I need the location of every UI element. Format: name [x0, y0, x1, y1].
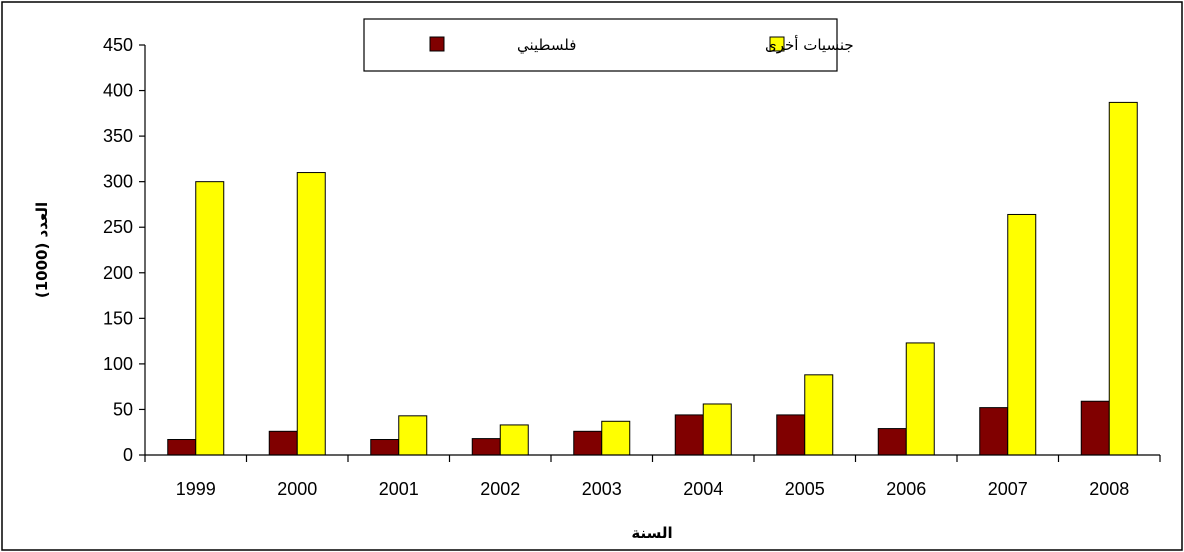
x-axis-title: السنة: [631, 524, 672, 542]
bars-layer: [167, 101, 1138, 456]
y-tick-label-300: 300: [103, 172, 133, 192]
bar-other-2002: [499, 424, 529, 456]
bar-palestinian-1999: [167, 439, 197, 456]
x-tick-label-2002: 2002: [480, 479, 520, 499]
y-axis-title: العدد (1000): [33, 202, 51, 298]
x-tick-label-1999: 1999: [176, 479, 216, 499]
y-tick-label-100: 100: [103, 354, 133, 374]
x-tick-label-2008: 2008: [1089, 479, 1129, 499]
bar-other-1999: [195, 181, 225, 456]
x-tick-labels: 1999 2000 2001 2002 2003 2004 2005 2006 2007 2008: [176, 479, 1130, 499]
y-tick-label-400: 400: [103, 81, 133, 101]
bar-palestinian-2003: [573, 430, 603, 456]
bar-other-2001: [398, 415, 428, 456]
bar-palestinian-2005: [776, 414, 806, 456]
legend-swatch-other: [769, 36, 785, 52]
y-tick-label-0: 0: [123, 445, 133, 465]
y-tick-label-150: 150: [103, 308, 133, 328]
x-tick-label-2001: 2001: [379, 479, 419, 499]
y-tick-label-350: 350: [103, 126, 133, 146]
bar-palestinian-2006: [877, 428, 907, 456]
y-tick-label-200: 200: [103, 263, 133, 283]
x-tick-label-2004: 2004: [683, 479, 723, 499]
x-tick-label-2006: 2006: [886, 479, 926, 499]
x-tick-label-2007: 2007: [988, 479, 1028, 499]
legend: جنسيات أخرى فلسطيني: [363, 18, 854, 72]
bar-other-2006: [905, 342, 935, 456]
bar-other-2005: [804, 374, 834, 456]
bar-palestinian-2002: [471, 438, 501, 456]
bar-palestinian-2008: [1080, 400, 1110, 456]
bar-other-2007: [1007, 213, 1037, 456]
axes-layer: [139, 44, 1161, 462]
y-tick-label-250: 250: [103, 217, 133, 237]
bar-other-2003: [601, 420, 631, 456]
bar-other-2004: [702, 403, 732, 456]
bar-other-2000: [296, 172, 326, 456]
bar-palestinian-2007: [979, 407, 1009, 456]
x-tick-label-2003: 2003: [582, 479, 622, 499]
legend-swatch-palestinian: [429, 36, 445, 52]
x-tick-label-2000: 2000: [277, 479, 317, 499]
y-tick-label-450: 450: [103, 35, 133, 55]
y-tick-labels: 0 50 100 150 200 250 300 350 400 450: [103, 35, 133, 465]
bar-palestinian-2001: [370, 439, 400, 456]
x-tick-label-2005: 2005: [785, 479, 825, 499]
legend-label-other: جنسيات أخرى: [765, 35, 854, 54]
bar-palestinian-2000: [268, 430, 298, 456]
y-tick-label-50: 50: [113, 399, 133, 419]
bar-other-2008: [1108, 101, 1138, 456]
legend-label-palestinian: فلسطيني: [517, 36, 576, 55]
bar-palestinian-2004: [674, 414, 704, 456]
